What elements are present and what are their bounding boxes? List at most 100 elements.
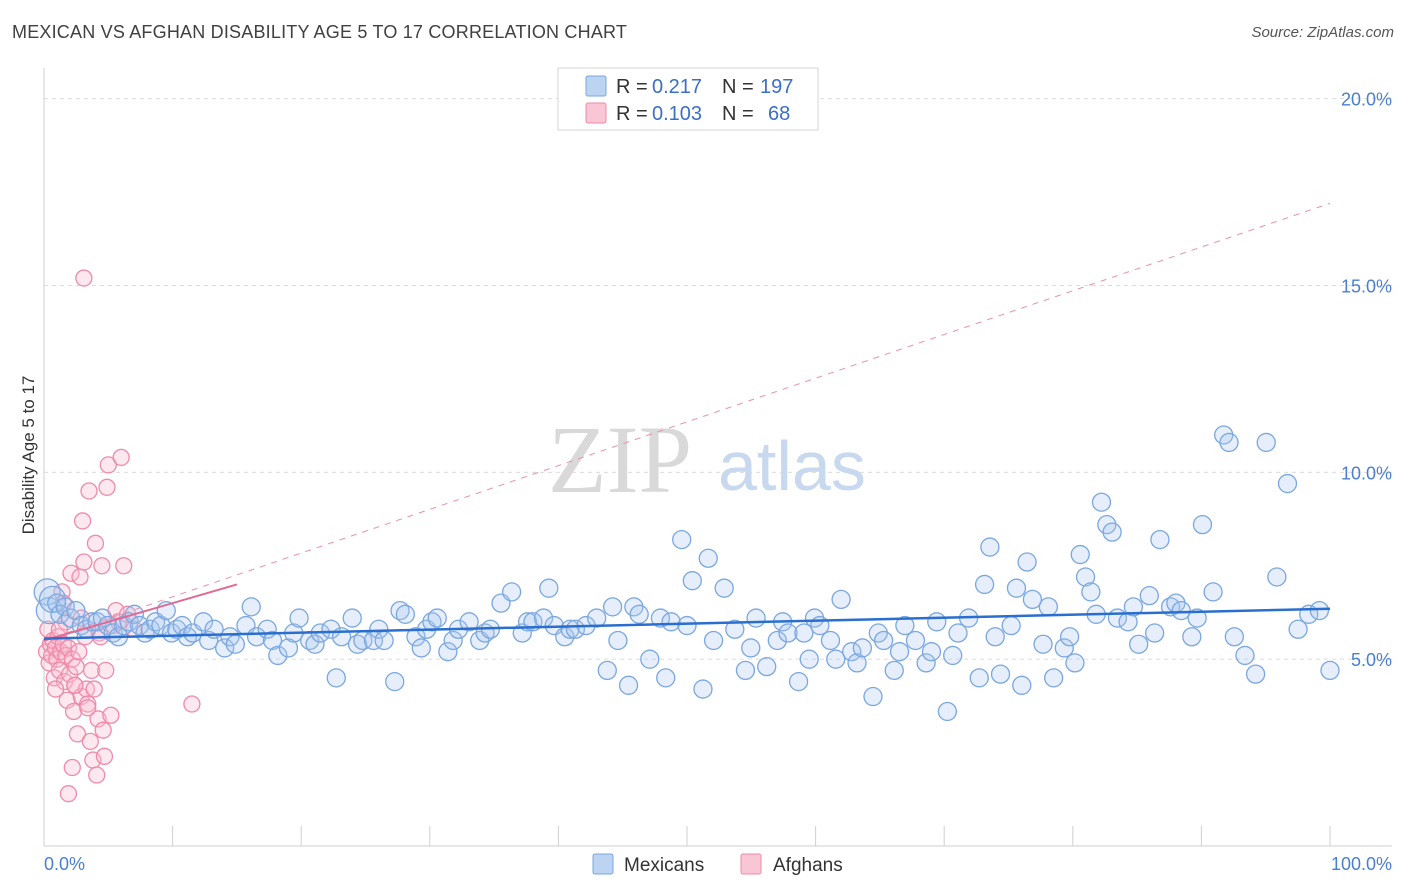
afghans-point-65 [183,695,201,713]
x-tick-label-max: 100.0% [1331,854,1392,874]
mexicans-point-182 [1309,600,1330,621]
trend-lines [43,202,1331,642]
y-tick-label-2: 15.0% [1341,277,1392,297]
afghans-point-29 [75,553,93,571]
afghans-point-49 [102,706,120,724]
mexicans-point-26 [167,619,187,639]
mexicans-point-133 [948,623,968,643]
y-tick-label-0: 5.0% [1351,650,1392,670]
mexicans-point-65 [438,642,458,662]
afghans-point-26 [71,568,89,586]
mexicans-point-129 [921,642,942,662]
mexicans-point-51 [342,608,362,628]
mexicans-point-175 [1235,645,1255,666]
mexicans-point-183 [1320,660,1340,681]
mexicans-point-179 [1277,473,1298,494]
mexicans-point-42 [278,638,299,658]
mexicans-point-144 [1022,589,1043,610]
mexicans-point-49 [326,668,346,688]
afghans-point-47 [98,478,116,496]
mexicans-point-56 [374,630,394,651]
legend-n-value-2: 68 [768,103,790,125]
afghans-point-34 [81,732,99,751]
y-tick-label-3: 20.0% [1341,90,1392,110]
afghans-point-40 [89,710,107,728]
afghans-point-28 [73,512,92,530]
mexicans-point-5 [55,597,75,617]
legend-swatch-afghans [585,102,607,124]
mexicans-point-135 [969,668,989,688]
mexicans-point-173 [1219,432,1239,453]
afghans-trend-dashed [43,202,1331,641]
legend-swatch-mexicans [585,75,607,97]
mexicans-point-125 [889,642,910,662]
mexicans-point-143 [1017,552,1037,572]
mexicans-point-128 [916,653,936,673]
afghans-point-53 [112,448,130,467]
mexicans-point-86 [602,597,623,617]
afghans-point-35 [82,661,101,680]
mexicans-point-35 [225,634,245,654]
mexicans-point-161 [1129,634,1149,654]
mexicans-point-59 [395,604,416,624]
mexicans-trend-line [43,607,1331,640]
mexicans-point-112 [799,649,819,669]
legend-r-value-1: 0.217 [652,76,702,98]
mexicans-point-66 [443,630,463,651]
mexicans-point-100 [703,630,724,651]
axes [43,68,1392,847]
mexicans-point-132 [943,645,963,666]
mexicans-point-117 [831,589,851,610]
mexicans-point-120 [852,638,873,658]
afghans-point-24 [68,725,87,743]
mexicans-point-124 [884,660,904,681]
mexicans-point-118 [842,642,862,662]
afghans-point-10 [50,661,69,680]
mexicans-point-90 [629,604,649,624]
mexicans-point-176 [1245,664,1266,684]
mexicans-point-40 [262,630,283,651]
mexicans-point-115 [820,630,841,651]
afghans-point-19 [62,564,80,582]
stats-legend: R = 0.217 N = 197 R = 0.103 N = 68 [557,67,819,131]
mexicans-point-87 [608,630,628,651]
mexicans-point-174 [1224,627,1244,647]
mexicans-point-151 [1070,544,1090,565]
mexicans-point-162 [1139,585,1159,606]
afghans-point-25 [70,643,88,661]
mexicans-point-177 [1256,432,1276,453]
mexicans-point-111 [794,623,814,643]
chart-title: MEXICAN VS AFGHAN DISABILITY AGE 5 TO 17… [12,22,628,42]
afghans-point-39 [88,766,106,784]
mexicans-point-157 [1102,522,1122,542]
afghans-point-32 [79,695,97,713]
mexicans-point-33 [215,638,235,658]
legend-r-label-2: R = [616,103,648,125]
mexicans-point-121 [863,686,883,707]
mexicans-point-127 [905,630,926,651]
mexicans-point-105 [746,608,766,628]
mexicans-point-126 [895,615,915,636]
mexicans-point-64 [427,608,447,628]
mexicans-point-171 [1203,582,1223,602]
mexicans-point-106 [757,656,777,677]
watermark-zip: ZIP [548,406,692,513]
mexicans-point-85 [597,660,617,681]
mexicans-point-140 [1001,615,1021,636]
grid-lines [44,98,1392,660]
y-axis-title: Disability Age 5 to 17 [19,376,38,535]
mexicans-point-153 [1081,582,1101,602]
mexicans-point-119 [847,653,867,673]
mexicans-point-68 [459,612,479,632]
mexicans-point-93 [656,668,676,688]
mexicans-point-38 [246,627,267,647]
mexicans-point-145 [1033,634,1053,654]
mexicans-point-82 [565,619,586,639]
mexicans-point-91 [640,649,660,669]
mexicans-point-139 [990,664,1011,684]
mexicans-point-41 [268,645,288,666]
mexicans-point-130 [927,612,947,632]
mexicans-point-123 [873,630,894,651]
mexicans-point-148 [1054,638,1074,658]
